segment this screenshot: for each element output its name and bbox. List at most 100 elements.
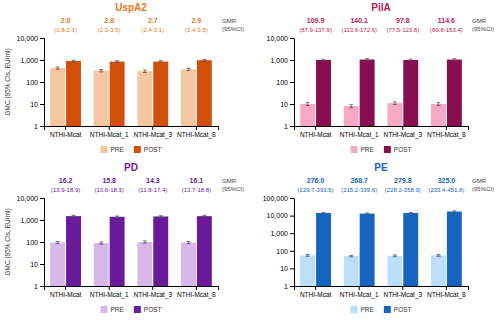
axis-title: GMC (95% CIs, EU/ml) (4, 208, 12, 275)
bar (181, 69, 196, 126)
annotation: (2.4-3.5) (185, 27, 208, 33)
legend: PREPOST (100, 146, 161, 153)
legend-swatch (384, 306, 391, 313)
error-bar (452, 211, 456, 212)
bar (94, 243, 109, 286)
error-bars (306, 102, 441, 108)
axis-line (290, 199, 295, 287)
tick: 10,000 (17, 35, 44, 42)
tick-label: NTHI-Mcat (300, 291, 332, 298)
bar-series (316, 60, 462, 126)
legend-swatch (350, 146, 357, 153)
tick-label: 10,000 (267, 35, 289, 42)
error-bar (409, 212, 413, 213)
tick: NTHI-Mcat_1 (90, 286, 129, 299)
panel: 1101001,00010,000NTHI-McatNTHI-Mcat_1NTH… (4, 2, 244, 153)
tick-mark (109, 126, 110, 130)
legend: PREPOST (100, 306, 161, 313)
error-bar (365, 213, 369, 214)
tick-label: 100 (26, 79, 38, 86)
y-axis: 1101001,00010,000 (267, 35, 295, 130)
error-bar (143, 241, 147, 243)
error-bar (436, 255, 440, 257)
tick-mark (290, 233, 294, 234)
legend-swatch (350, 306, 357, 313)
error-bar (306, 255, 310, 257)
tick-label: 1 (284, 283, 288, 290)
bar (431, 104, 446, 126)
error-bar (159, 61, 163, 63)
tick: 100 (276, 248, 294, 255)
tick-mark (65, 286, 66, 290)
tick-mark (359, 126, 360, 130)
tick-mark (109, 286, 110, 290)
tick: 1 (34, 123, 44, 130)
tick-label: 100 (276, 79, 288, 86)
annotation: 268.7 (350, 177, 368, 184)
tick: NTHI-Mcat_8 (177, 286, 216, 299)
tick-label: 100,000 (263, 195, 288, 202)
bar (50, 242, 65, 286)
x-axis: NTHI-McatNTHI-Mcat_1NTHI-Mcat_3NTHI-Mcat… (295, 286, 469, 299)
tick: NTHI-Mcat (300, 126, 332, 138)
annotation: GMR(95%CI) (222, 18, 244, 32)
bar (153, 62, 168, 126)
error-bar (186, 242, 190, 244)
tick-label: NTHI-Mcat (50, 291, 82, 298)
tick-label: 10 (280, 265, 288, 272)
error-bar (452, 59, 456, 61)
bar (197, 60, 212, 126)
annotation: 2.7 (148, 17, 158, 24)
tick-mark (40, 198, 44, 199)
tick: 10 (280, 265, 294, 272)
annotation: (89.8-153.4) (430, 27, 463, 33)
tick-mark (152, 286, 153, 290)
axis-line (40, 199, 45, 287)
annotation: (229.7-393.5) (298, 187, 334, 193)
bar (447, 60, 462, 126)
tick-label: 1,000 (270, 230, 288, 237)
legend-item: PRE (350, 146, 374, 153)
bar (110, 217, 125, 286)
tick-label: NTHI-Mcat_3 (383, 131, 422, 139)
tick-label: 1,000 (20, 57, 38, 64)
tick: NTHI-Mcat_1 (340, 126, 379, 139)
legend-item: POST (384, 146, 412, 153)
error-bar (393, 255, 397, 257)
annotation: 2.0 (61, 17, 71, 24)
bar (94, 71, 109, 126)
tick-mark (290, 216, 294, 217)
annotation: (2.4-3.1) (141, 27, 164, 33)
tick-mark (315, 286, 316, 290)
annotation: (11.8-17.4) (138, 187, 167, 193)
error-bar (322, 212, 326, 213)
annotation: (2.3-3.5) (98, 27, 121, 33)
tick-mark (290, 268, 294, 269)
tick-mark (40, 242, 44, 243)
bar (387, 103, 402, 126)
axis-line (295, 127, 469, 131)
error-bar (322, 59, 326, 61)
tick-mark (290, 198, 294, 199)
bar (137, 71, 152, 126)
bar (50, 68, 65, 126)
bar-series (66, 216, 212, 286)
legend-swatch (134, 146, 141, 153)
legend-label: POST (394, 146, 412, 153)
tick-mark (290, 38, 294, 39)
tick: NTHI-Mcat (300, 286, 332, 298)
figure: 1 10 100 1,000 10,000 NTHI-Mcat NTHI-Mcat_1 NTH… (0, 0, 500, 320)
x-axis: NTHI-McatNTHI-Mcat_1NTHI-Mcat_3NTHI-Mcat… (45, 286, 219, 299)
tick-label: NTHI-Mcat_3 (383, 291, 422, 299)
tick-mark (40, 264, 44, 265)
tick-mark (152, 126, 153, 130)
tick-label: 10,000 (17, 35, 39, 42)
legend-label: PRE (360, 146, 374, 153)
bar (197, 216, 212, 286)
title: PilA (371, 2, 390, 13)
tick: 10 (280, 101, 294, 108)
annotation: (13.7-18.8) (182, 187, 211, 193)
tick-label: 1,000 (270, 57, 288, 64)
legend-label: PRE (360, 306, 374, 313)
bar (403, 60, 418, 126)
